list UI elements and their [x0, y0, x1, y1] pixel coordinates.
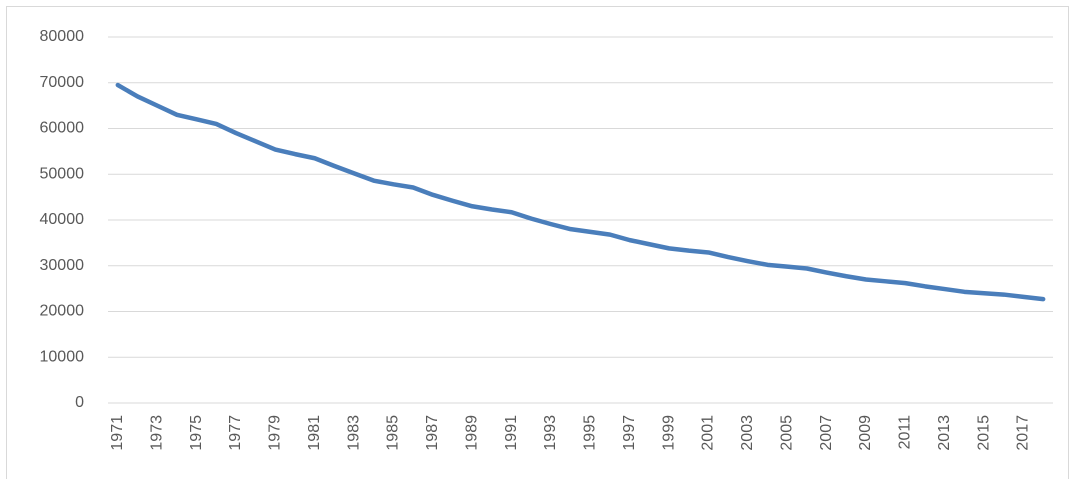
x-tick-label: 2009	[857, 415, 874, 451]
x-tick-label: 1991	[503, 415, 520, 451]
y-tick-label: 50000	[40, 165, 85, 182]
x-tick-label: 2001	[700, 415, 717, 451]
y-tick-label: 40000	[40, 211, 85, 228]
y-tick-label: 10000	[40, 348, 85, 365]
x-tick-label: 2017	[1015, 415, 1032, 451]
x-tick-label: 1975	[188, 415, 205, 451]
x-tick-label: 1981	[306, 415, 323, 451]
x-tick-label: 1977	[227, 415, 244, 451]
x-tick-label: 1973	[148, 415, 165, 451]
chart-frame	[6, 6, 1069, 479]
y-tick-label: 0	[75, 394, 84, 411]
x-tick-label: 1971	[109, 415, 126, 451]
x-tick-label: 1997	[621, 415, 638, 451]
x-tick-label: 1989	[463, 415, 480, 451]
x-tick-label: 2013	[936, 415, 953, 451]
x-tick-label: 1995	[582, 415, 599, 451]
data-line	[115, 82, 1046, 302]
y-tick-label: 80000	[40, 28, 85, 45]
x-tick-label: 1993	[542, 415, 559, 451]
y-tick-label: 30000	[40, 257, 85, 274]
x-tick-label: 1979	[267, 415, 284, 451]
x-tick-label: 2011	[897, 415, 914, 450]
x-tick-label: 2005	[778, 415, 795, 451]
x-tick-label: 1999	[660, 415, 677, 451]
x-tick-label: 2007	[818, 415, 835, 451]
y-tick-label: 20000	[40, 303, 85, 320]
x-tick-label: 2003	[739, 415, 756, 451]
y-tick-label: 70000	[40, 74, 85, 91]
x-tick-label: 2015	[975, 415, 992, 451]
y-tick-label: 60000	[40, 120, 85, 137]
x-tick-label: 1985	[385, 415, 402, 451]
x-tick-label: 1987	[424, 415, 441, 451]
x-tick-label: 1983	[345, 415, 362, 451]
